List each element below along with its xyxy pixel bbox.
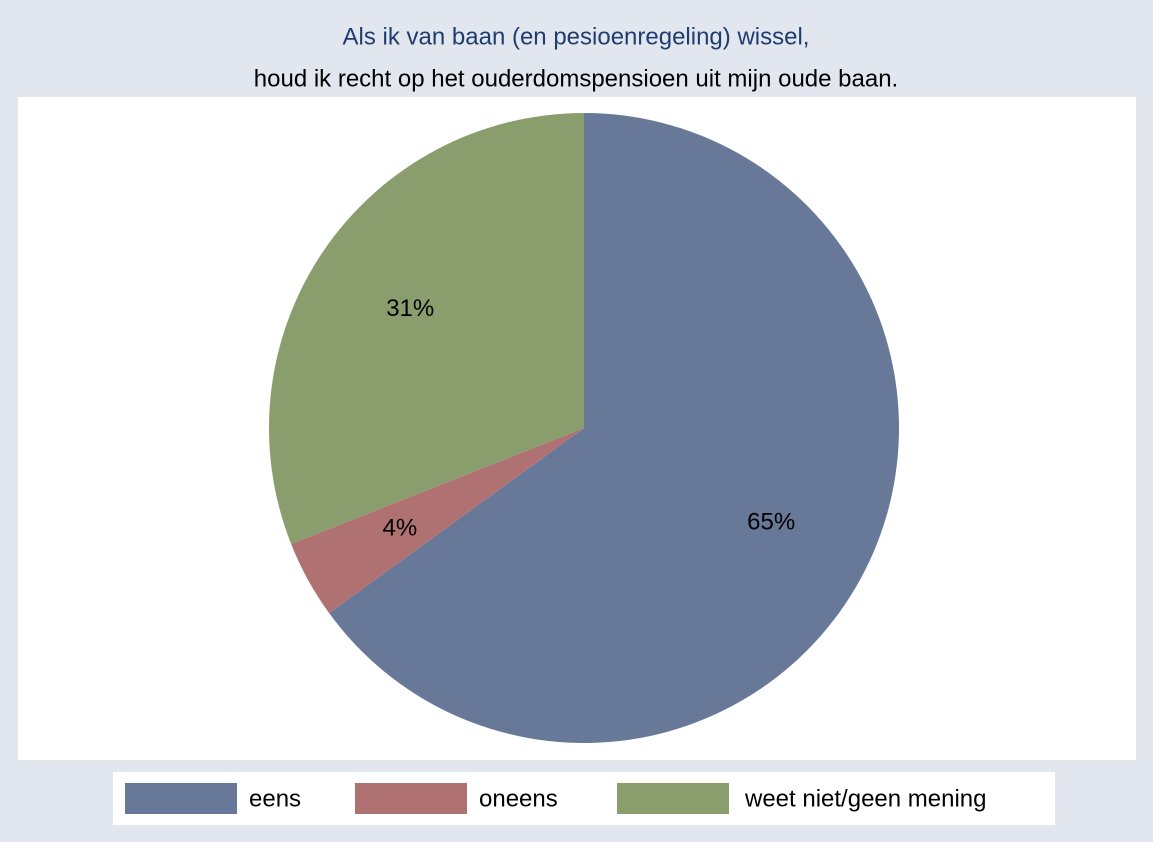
pie-slice: [329, 113, 899, 743]
chart-subtitle: houd ik recht op het ouderdomspensioen u…: [254, 65, 898, 92]
data-label: 65%: [747, 509, 795, 536]
pie-slice: [291, 428, 584, 614]
legend-swatch: [617, 783, 729, 814]
legend: [113, 772, 1055, 825]
pie-slice: [269, 113, 584, 544]
legend-label: weet niet/geen mening: [744, 785, 987, 812]
data-label: 31%: [386, 295, 434, 322]
legend-swatch: [125, 783, 237, 814]
legend-label: eens: [249, 785, 301, 812]
data-label: 4%: [383, 515, 418, 542]
legend-label: oneens: [479, 785, 558, 812]
chart-title: Als ik van baan (en pesioenregeling) wis…: [343, 23, 810, 50]
legend-swatch: [355, 783, 467, 814]
